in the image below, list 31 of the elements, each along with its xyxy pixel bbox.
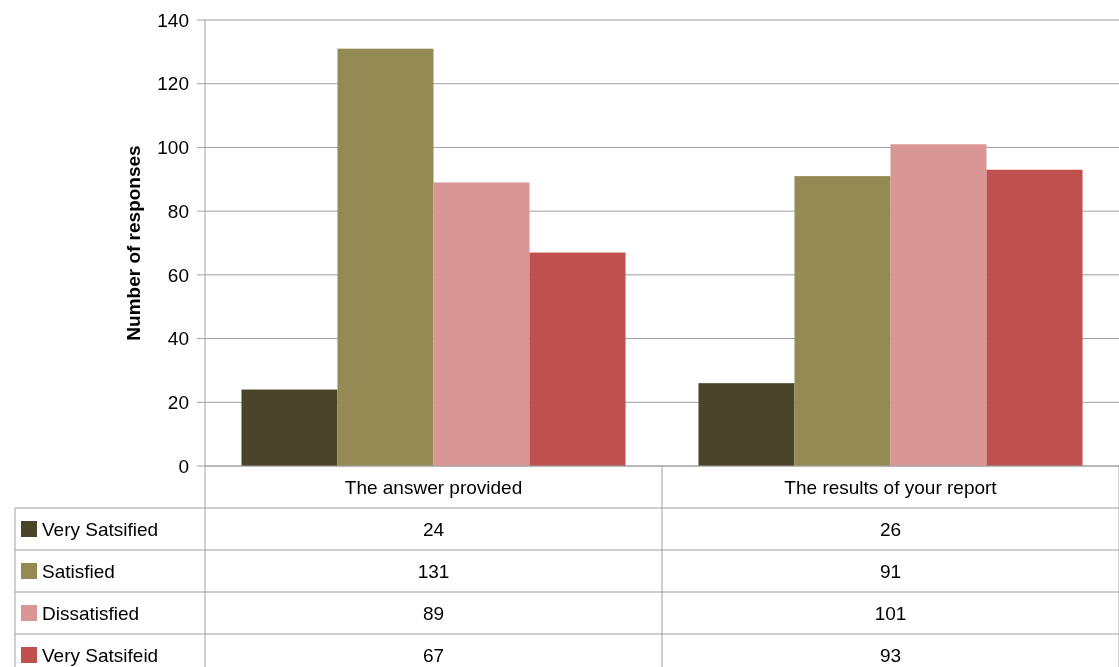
legend-label: Very Satsifeid	[42, 644, 159, 666]
legend-label: Dissatisfied	[42, 602, 140, 624]
data-label: 131	[417, 560, 450, 582]
bar	[698, 383, 795, 466]
bar	[433, 182, 530, 466]
bar	[529, 252, 626, 466]
legend-label: Very Satsified	[42, 518, 159, 540]
y-tick-label: 100	[157, 137, 189, 159]
bar	[986, 169, 1083, 466]
bar	[890, 144, 987, 466]
data-label: 91	[879, 560, 902, 582]
x-tick-label: The results of your report	[784, 476, 998, 498]
bar	[241, 389, 338, 466]
y-tick-label: 120	[157, 73, 189, 95]
y-tick-label: 140	[157, 9, 189, 31]
x-tick-label: The answer provided	[344, 476, 523, 498]
y-axis-title: Number of responses	[123, 145, 144, 341]
y-tick-label: 20	[167, 391, 189, 413]
y-tick-label: 80	[167, 200, 189, 222]
data-label: 101	[874, 602, 907, 624]
data-label: 26	[879, 518, 902, 540]
y-tick-label: 40	[167, 328, 189, 350]
data-label: 89	[422, 602, 445, 624]
bar	[794, 176, 891, 466]
bar	[337, 48, 434, 466]
data-label: 67	[422, 644, 445, 666]
data-label: 24	[422, 518, 445, 540]
legend-label: Satisfied	[42, 560, 115, 582]
y-tick-label: 60	[167, 264, 189, 286]
y-tick-label: 0	[178, 455, 189, 477]
data-label: 93	[879, 644, 902, 666]
